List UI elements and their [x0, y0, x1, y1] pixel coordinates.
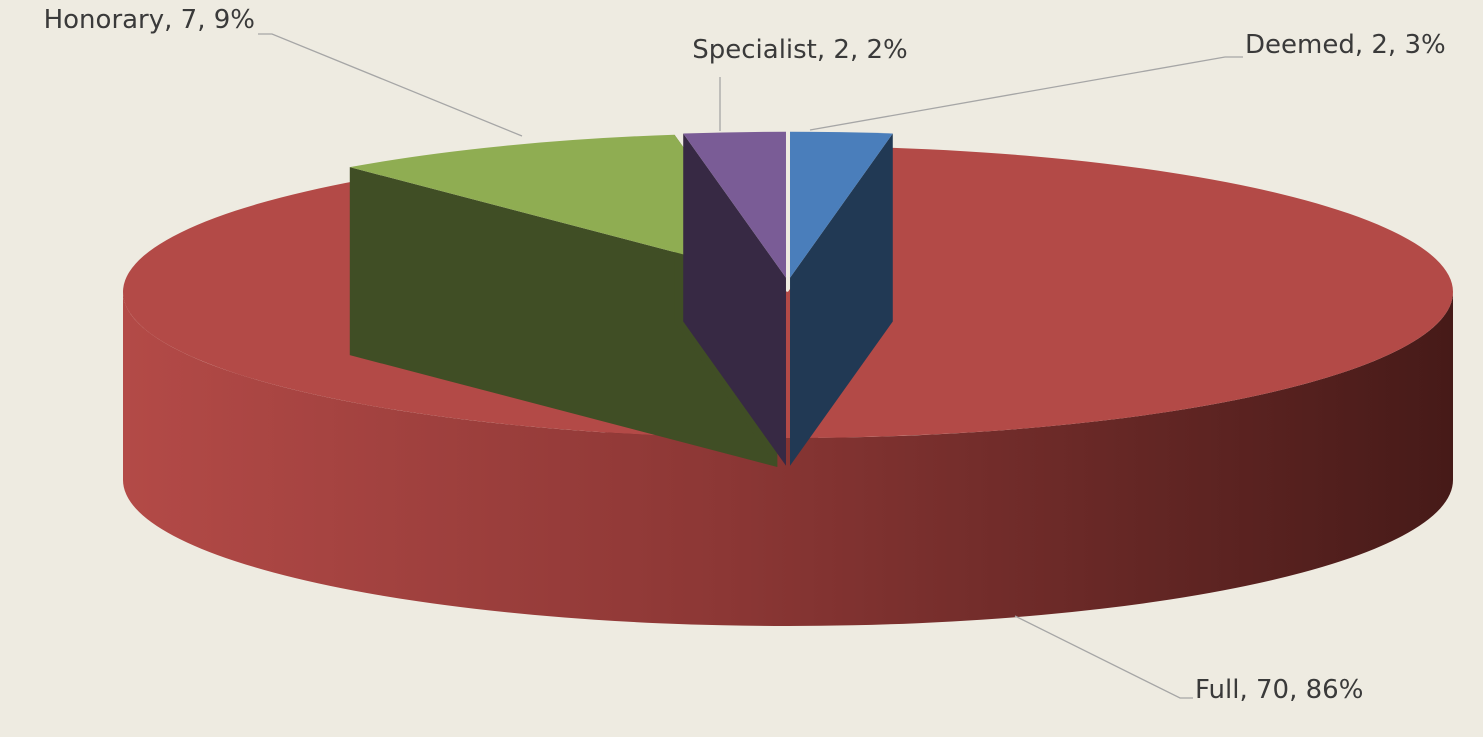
slice-radial-face — [683, 133, 786, 466]
leader-line — [809, 56, 1243, 131]
slice-top — [683, 131, 786, 278]
label-percent: 3% — [1404, 30, 1445, 60]
label-sep: , — [1355, 30, 1372, 60]
label-value: 2 — [833, 35, 850, 65]
data-label: Deemed, 2, 3% — [1245, 30, 1446, 60]
slice-side — [123, 292, 1453, 626]
label-sep: , — [817, 35, 834, 65]
data-label: Specialist, 2, 2% — [692, 35, 908, 65]
label-sep: , — [1289, 675, 1306, 705]
label-percent: 9% — [214, 5, 255, 35]
data-label: Honorary, 7, 9% — [44, 5, 255, 35]
label-value: 70 — [1256, 675, 1289, 705]
label-category: Specialist — [692, 35, 817, 65]
leader-line — [258, 33, 523, 137]
label-sep: , — [197, 5, 214, 35]
label-sep: , — [1239, 675, 1256, 705]
label-percent: 86% — [1306, 675, 1364, 705]
slice-radial-face — [790, 133, 893, 466]
slice — [123, 147, 1453, 626]
slice-radial-face — [349, 167, 778, 467]
label-value: 7 — [181, 5, 198, 35]
leader-line — [1014, 615, 1193, 699]
slice-top — [349, 134, 778, 279]
label-value: 2 — [1371, 30, 1388, 60]
slice-top — [123, 147, 1453, 438]
slice-top — [790, 131, 893, 278]
label-sep: , — [850, 35, 867, 65]
label-category: Deemed — [1245, 30, 1355, 60]
label-sep: , — [1388, 30, 1405, 60]
label-sep: , — [164, 5, 181, 35]
label-percent: 2% — [867, 35, 908, 65]
label-category: Full — [1195, 675, 1239, 705]
label-category: Honorary — [44, 5, 165, 35]
slice — [683, 131, 786, 466]
slice — [790, 131, 893, 466]
data-label: Full, 70, 86% — [1195, 675, 1363, 705]
